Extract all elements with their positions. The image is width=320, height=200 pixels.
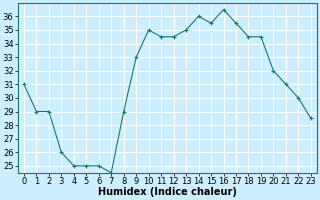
X-axis label: Humidex (Indice chaleur): Humidex (Indice chaleur) bbox=[98, 187, 237, 197]
